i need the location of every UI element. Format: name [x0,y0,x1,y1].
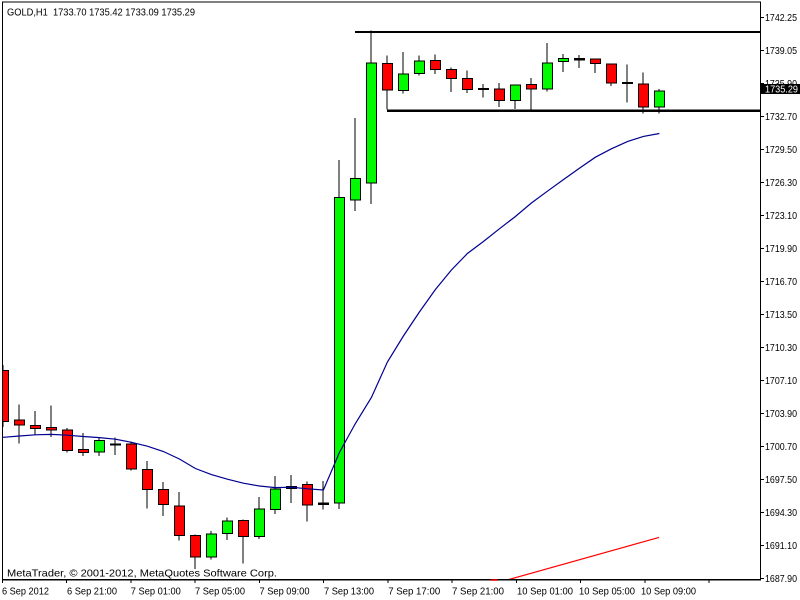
svg-text:7 Sep 09:00: 7 Sep 09:00 [260,586,310,598]
svg-text:1710.30: 1710.30 [765,342,797,354]
svg-text:1713.50: 1713.50 [765,309,797,321]
svg-text:10 Sep 05:00: 10 Sep 05:00 [579,586,635,598]
svg-text:1707.10: 1707.10 [765,375,797,387]
svg-text:1726.30: 1726.30 [765,177,797,189]
svg-text:7 Sep 21:00: 7 Sep 21:00 [452,586,504,598]
svg-text:10 Sep 09:00: 10 Sep 09:00 [641,586,696,598]
svg-text:7 Sep 01:00: 7 Sep 01:00 [131,586,181,598]
svg-text:1687.90: 1687.90 [765,573,797,585]
svg-text:7 Sep 13:00: 7 Sep 13:00 [324,586,374,598]
svg-text:1703.90: 1703.90 [765,408,797,420]
svg-text:1735.29: 1735.29 [765,84,798,96]
svg-text:1691.10: 1691.10 [765,540,797,552]
svg-text:1742.25: 1742.25 [765,12,797,24]
svg-text:10 Sep 01:00: 10 Sep 01:00 [517,586,573,598]
svg-text:7 Sep 05:00: 7 Sep 05:00 [195,586,245,598]
svg-text:7 Sep 17:00: 7 Sep 17:00 [388,586,440,598]
svg-text:1700.70: 1700.70 [765,441,797,453]
svg-text:1719.90: 1719.90 [765,243,797,255]
svg-text:1732.70: 1732.70 [765,111,797,123]
svg-text:1723.10: 1723.10 [765,210,797,222]
svg-text:1697.50: 1697.50 [765,474,797,486]
svg-text:1716.70: 1716.70 [765,276,797,288]
svg-text:GOLD,H1 1733.70 1735.42 1733.: GOLD,H1 1733.70 1735.42 1733.09 1735.29 [7,7,195,19]
svg-text:1739.05: 1739.05 [765,45,797,57]
svg-text:6 Sep 2012: 6 Sep 2012 [2,586,49,598]
svg-text:1694.30: 1694.30 [765,507,797,519]
svg-text:1729.50: 1729.50 [765,144,797,156]
svg-text:6 Sep 21:00: 6 Sep 21:00 [67,586,117,598]
svg-text:MetaTrader, © 2001-2012, MetaQ: MetaTrader, © 2001-2012, MetaQuotes Soft… [7,568,277,580]
